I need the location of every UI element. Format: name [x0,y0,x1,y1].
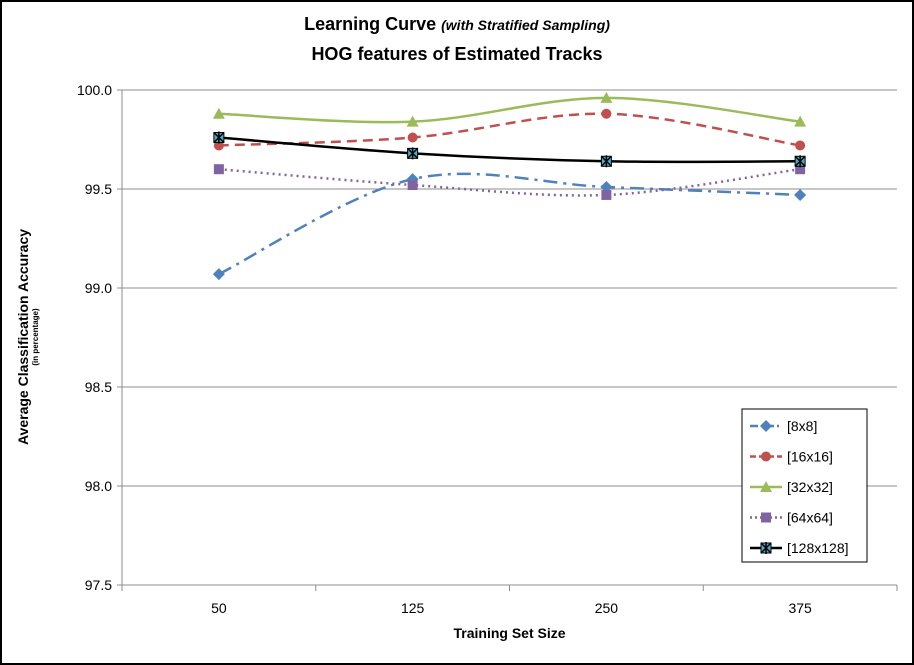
data-point [760,420,772,432]
data-point [601,189,612,200]
legend-item: [128x128] [750,540,849,556]
axis-layer: 97.5 98.0 98.5 99.0 99.5 100.0 50 125 250 375 [77,82,898,616]
data-point [795,164,806,175]
legend-item: [16x16] [750,449,833,465]
y-tick-label: 98.5 [85,379,112,395]
y-tick-label: 98.0 [85,478,112,494]
legend-item: [8x8] [750,418,817,434]
y-tick-label: 97.5 [85,577,112,593]
chart-subtitle: HOG features of Estimated Tracks [311,44,603,64]
data-point [600,91,613,103]
data-point [213,131,225,144]
chart-title-suffix: (with Stratified Sampling) [441,17,610,33]
x-tick-label: 125 [401,600,425,616]
data-point [761,451,771,462]
data-point [407,132,418,143]
legend-item: [64x64] [750,510,833,526]
data-point [601,108,612,119]
data-point [212,107,225,119]
legend-label: [16x16] [787,449,833,465]
legend-box [741,408,868,563]
data-point [761,512,771,523]
y-tick-label: 100.0 [77,82,112,98]
data-point [794,155,806,168]
legend-label: [64x64] [787,510,833,526]
x-tick-label: 50 [211,600,227,616]
data-point [212,268,225,281]
legend-label: [8x8] [787,418,817,434]
series-64x64 [213,164,806,200]
series-line [218,112,801,147]
data-point-cross [407,147,419,160]
chart-title-main: Learning Curve [304,14,437,34]
y-axis-title: Average Classification Accuracy (in perc… [15,229,41,445]
data-point [760,481,772,492]
x-axis-title: Training Set Size [453,625,566,641]
data-point [795,140,806,151]
data-point-cross [794,155,806,168]
series-line [218,136,801,164]
series-layer [212,91,807,281]
data-point-cross [760,542,772,554]
legend: [8x8] [16x16] [32x32] [64x64] [128x128] [741,408,868,563]
series-line [218,96,801,124]
data-point [213,164,224,175]
series-line [218,167,801,197]
series-line [218,172,801,276]
data-point [794,115,807,127]
data-point-cross [213,131,225,144]
chart-title: Learning Curve (with Stratified Sampling… [0,14,914,35]
data-point [760,542,772,554]
legend-item: [32x32] [750,479,833,495]
data-point [794,188,807,201]
data-point [406,115,419,127]
data-point [600,155,612,168]
x-tick-label: 250 [595,600,619,616]
y-tick-label: 99.0 [85,280,112,296]
legend-label: [32x32] [787,479,833,495]
series-128x128 [213,131,806,168]
series-32x32 [212,91,807,127]
x-tick-label: 375 [788,600,812,616]
data-point [407,180,418,191]
y-tick-label: 99.5 [85,181,112,197]
y-axis-title-main: Average Classification Accuracy [15,228,31,446]
legend-label: [128x128] [787,540,849,556]
y-axis-title-sub: (in percentage) [31,308,40,366]
data-point-cross [600,155,612,168]
data-point [407,147,419,160]
